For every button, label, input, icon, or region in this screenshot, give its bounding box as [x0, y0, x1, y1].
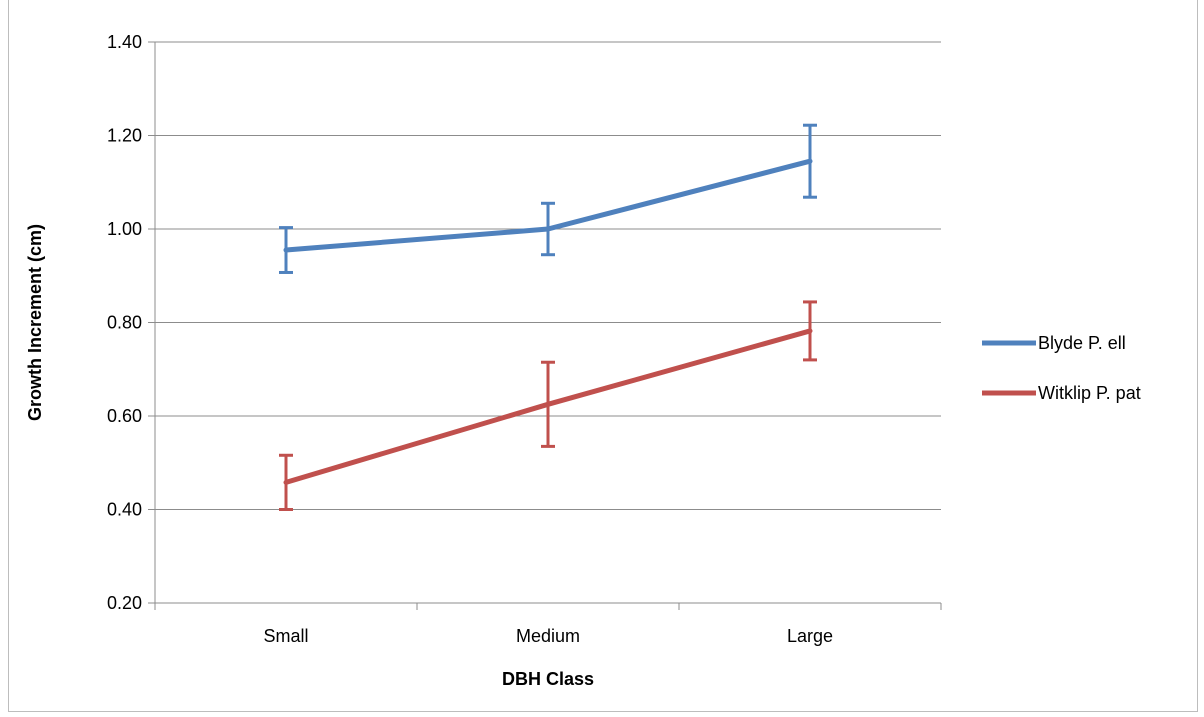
- y-tick-label: 0.20: [107, 593, 142, 613]
- x-axis-title: DBH Class: [502, 669, 594, 689]
- data-point: [809, 329, 811, 332]
- y-tick-label: 1.00: [107, 219, 142, 239]
- x-tick-label: Medium: [516, 626, 580, 646]
- data-point: [809, 160, 811, 163]
- data-point: [285, 249, 287, 252]
- x-tick-label: Small: [263, 626, 308, 646]
- data-point: [285, 481, 287, 484]
- legend: Blyde P. ell Witklip P. pat: [982, 333, 1141, 403]
- y-axis-title: Growth Increment (cm): [25, 224, 45, 421]
- tick-labels: 0.20 0.40 0.60 0.80 1.00 1.20 1.40 Small Medium L…: [107, 32, 833, 646]
- series-0: [279, 123, 817, 274]
- y-tick-label: 0.40: [107, 500, 142, 520]
- legend-label: Witklip P. pat: [1038, 383, 1141, 403]
- chart-frame: [8, 0, 1198, 712]
- y-tick-label: 1.40: [107, 32, 142, 52]
- data-point: [547, 228, 549, 230]
- y-tick-label: 0.80: [107, 313, 142, 333]
- y-tick-label: 1.20: [107, 126, 142, 146]
- data-point: [547, 403, 549, 406]
- y-tick-label: 0.60: [107, 406, 142, 426]
- series-1: [279, 300, 817, 511]
- legend-label: Blyde P. ell: [1038, 333, 1126, 353]
- axes: [148, 41, 942, 610]
- x-tick-label: Large: [787, 626, 833, 646]
- series-lines: [279, 123, 817, 511]
